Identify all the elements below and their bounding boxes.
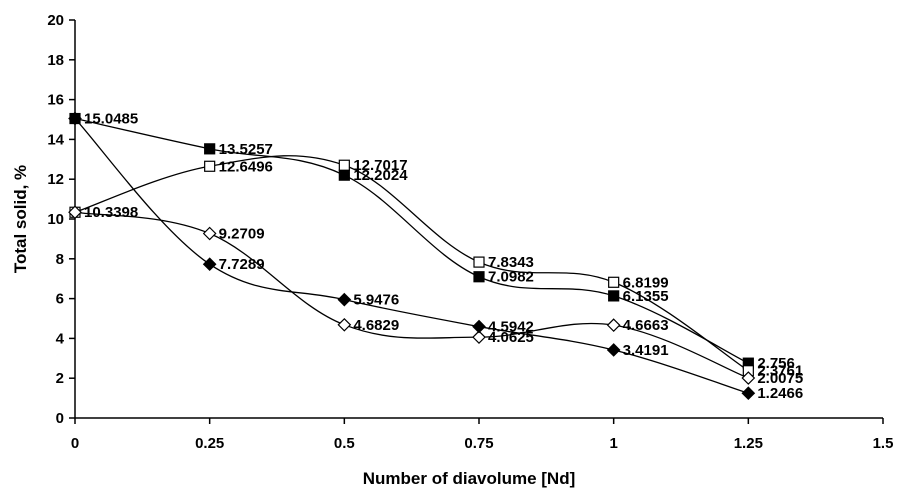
series-line bbox=[74, 211, 749, 379]
diamond-marker bbox=[337, 317, 352, 332]
data-label: 4.6829 bbox=[353, 317, 399, 334]
data-label: 2.0075 bbox=[757, 370, 803, 387]
series-markers bbox=[68, 111, 756, 401]
y-tick-label: 8 bbox=[56, 251, 64, 268]
y-tick-label: 6 bbox=[56, 291, 64, 308]
y-tick-label: 20 bbox=[47, 12, 64, 29]
diamond-marker bbox=[202, 226, 217, 241]
data-label: 12.2024 bbox=[353, 167, 408, 184]
square-marker bbox=[608, 290, 620, 302]
data-label: 13.5257 bbox=[219, 141, 273, 158]
y-tick-label: 12 bbox=[47, 171, 64, 188]
series-lines bbox=[74, 117, 749, 394]
diamond-marker bbox=[472, 330, 486, 345]
y-tick-label: 14 bbox=[47, 131, 64, 148]
x-tick-label: 1.25 bbox=[734, 435, 763, 452]
data-labels: 15.0485 13.5257 12.2024 7.0982 6.1355 2.756 10… bbox=[84, 111, 803, 403]
diamond-marker bbox=[606, 318, 621, 332]
data-label: 7.0982 bbox=[488, 269, 534, 286]
y-tick-label: 18 bbox=[47, 52, 64, 69]
square-marker bbox=[473, 256, 485, 268]
square-marker bbox=[204, 160, 216, 172]
data-label: 12.7017 bbox=[353, 157, 407, 174]
y-tick-label: 4 bbox=[56, 330, 65, 347]
y-tick-label: 10 bbox=[47, 211, 64, 228]
data-label: 12.6496 bbox=[219, 158, 273, 175]
data-label: 3.4191 bbox=[623, 342, 669, 359]
square-marker bbox=[338, 169, 350, 181]
diamond-marker bbox=[606, 343, 621, 357]
y-axis-title: Total solid, % bbox=[11, 165, 30, 273]
diamond-marker bbox=[202, 257, 217, 272]
diamond-marker bbox=[337, 292, 352, 307]
diamond-marker bbox=[741, 371, 756, 385]
data-label: 1.2466 bbox=[757, 385, 803, 402]
data-label: 15.0485 bbox=[84, 111, 138, 128]
x-tick-label: 0 bbox=[71, 435, 79, 452]
x-tick-label: 0.25 bbox=[195, 435, 224, 452]
diamond-marker bbox=[472, 319, 486, 334]
data-label: 5.9476 bbox=[353, 292, 399, 309]
data-label: 4.6663 bbox=[623, 317, 669, 334]
data-label: 2.756 bbox=[757, 355, 795, 372]
data-label: 6.8199 bbox=[623, 274, 669, 291]
square-marker bbox=[608, 276, 620, 288]
y-tick-label: 2 bbox=[56, 370, 64, 387]
square-marker bbox=[473, 271, 485, 283]
data-label: 7.7289 bbox=[219, 256, 265, 273]
diamond-marker bbox=[68, 205, 82, 220]
x-axis-title: Number of diavolume [Nd] bbox=[363, 469, 576, 488]
series-line bbox=[74, 118, 749, 394]
series-line bbox=[74, 155, 749, 372]
x-tick-label: 0.75 bbox=[464, 435, 493, 452]
data-label: 4.0625 bbox=[488, 329, 534, 346]
square-marker bbox=[204, 143, 216, 155]
square-marker bbox=[338, 159, 350, 171]
axes: 0 2 4 6 8 10 12 14 16 18 20 0 0.25 0.5 0.75 1 1.25 1.5 bbox=[47, 12, 893, 452]
diamond-marker bbox=[68, 111, 82, 126]
data-label: 9.2709 bbox=[219, 226, 265, 243]
x-tick-label: 1.5 bbox=[873, 435, 894, 452]
data-label: 2.3761 bbox=[757, 363, 803, 380]
data-label: 6.1355 bbox=[623, 288, 669, 305]
y-tick-label: 16 bbox=[47, 92, 64, 109]
data-label: 7.8343 bbox=[488, 254, 534, 271]
data-label: 10.3398 bbox=[84, 204, 138, 221]
x-tick-label: 0.5 bbox=[334, 435, 355, 452]
diamond-marker bbox=[741, 386, 756, 401]
series-line bbox=[74, 117, 749, 364]
data-label: 4.5942 bbox=[488, 319, 534, 336]
x-tick-label: 1 bbox=[609, 435, 617, 452]
y-tick-label: 0 bbox=[56, 410, 64, 427]
